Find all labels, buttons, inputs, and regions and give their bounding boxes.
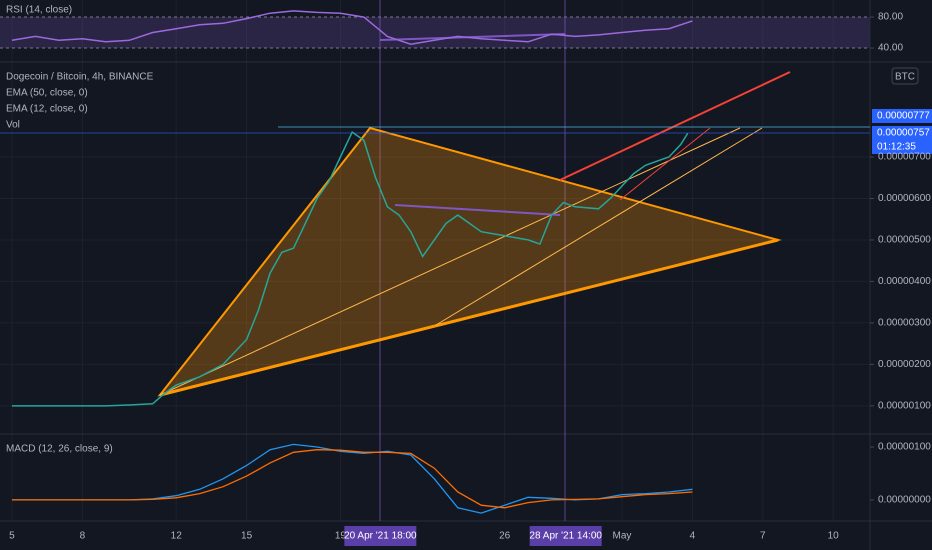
x-tick-label: 4	[690, 531, 696, 542]
indicator-label: EMA (50, close, 0)	[6, 88, 88, 99]
price-tag	[872, 126, 932, 154]
line-series	[12, 449, 693, 509]
x-highlight-label: 20 Apr '21 18:00	[344, 531, 417, 542]
y-tick-label: 0.00000100	[878, 401, 931, 412]
y-tick-label: 0.00000600	[878, 193, 931, 204]
y-tick-label: 0.00000000	[878, 495, 931, 506]
indicator-label: Vol	[6, 120, 20, 131]
y-tick-label: 0.00000500	[878, 235, 931, 246]
y-tick-label: 0.00000300	[878, 318, 931, 329]
price-tag-label: 0.00000777	[877, 111, 930, 122]
currency-badge	[891, 67, 919, 85]
x-tick-label: May	[613, 531, 632, 542]
y-tick-label: 80.00	[878, 12, 903, 23]
x-tick-label: 5	[9, 531, 15, 542]
trendline	[619, 127, 711, 201]
drawings	[0, 71, 870, 397]
rsi-title: RSI (14, close)	[6, 5, 72, 16]
main-title: Dogecoin / Bitcoin, 4h, BINANCE	[6, 72, 154, 83]
x-highlight-label: 28 Apr '21 14:00	[529, 531, 602, 542]
y-tick-label: 0.00000100	[878, 442, 931, 453]
price-tag-label: 0.00000757	[877, 128, 930, 139]
macd-title: MACD (12, 26, close, 9)	[6, 444, 113, 455]
y-tick-label: 0.00000400	[878, 276, 931, 287]
line-series	[11, 10, 693, 45]
x-tick-label: 19	[335, 531, 347, 542]
indicator-label: EMA (12, close, 0)	[6, 104, 88, 115]
x-tick-label: 26	[499, 531, 511, 542]
price-tag	[872, 109, 932, 123]
y-tick-label: 40.00	[878, 43, 903, 54]
rsi-trendline	[379, 33, 566, 41]
line-series	[12, 130, 689, 407]
trendline	[159, 238, 779, 397]
x-tick-label: 7	[760, 531, 766, 542]
rsi-band	[0, 17, 870, 48]
currency-label: BTC	[895, 72, 915, 83]
x-highlight	[344, 526, 417, 546]
x-tick-label: 8	[80, 531, 86, 542]
trendline	[559, 71, 791, 181]
y-tick-label: 0.00000700	[878, 152, 931, 163]
x-tick-label: 15	[241, 531, 253, 542]
trendline	[159, 127, 741, 396]
x-highlight	[529, 526, 602, 546]
countdown-label: 01:12:35	[877, 142, 916, 153]
trendline	[435, 127, 763, 326]
trendline	[394, 204, 561, 216]
y-tick-label: 0.00000200	[878, 359, 931, 370]
x-tick-label: 12	[171, 531, 183, 542]
x-tick-label: 10	[828, 531, 840, 542]
